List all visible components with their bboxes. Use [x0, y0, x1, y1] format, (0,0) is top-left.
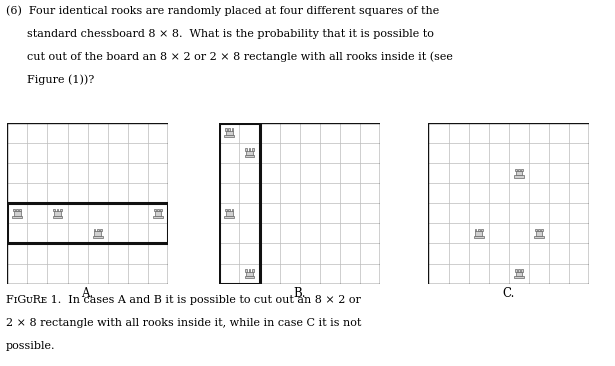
Bar — [20, 209, 22, 211]
Bar — [224, 216, 234, 218]
Bar — [245, 269, 247, 272]
Bar — [228, 209, 230, 211]
Bar — [474, 236, 483, 238]
Bar — [246, 151, 253, 155]
Text: B.: B. — [293, 287, 306, 300]
Bar — [475, 229, 477, 231]
Bar — [16, 209, 18, 211]
Bar — [248, 148, 250, 151]
Bar — [522, 168, 523, 171]
Bar — [534, 236, 544, 238]
Bar — [514, 175, 524, 178]
Text: A.: A. — [82, 287, 93, 300]
Bar — [538, 229, 540, 231]
Bar — [154, 209, 156, 211]
Bar — [535, 229, 537, 231]
Bar — [481, 229, 483, 231]
Bar — [225, 128, 227, 131]
Bar — [515, 269, 517, 272]
Bar — [13, 209, 15, 211]
Bar — [57, 209, 58, 211]
Bar — [515, 171, 522, 175]
Bar — [54, 209, 55, 211]
Text: cut out of the board an 8 × 2 or 2 × 8 rectangle with all rooks inside it (see: cut out of the board an 8 × 2 or 2 × 8 r… — [6, 52, 453, 62]
Bar — [228, 128, 230, 131]
Bar — [161, 209, 162, 211]
Bar — [252, 269, 253, 272]
Bar — [60, 209, 62, 211]
Bar — [245, 148, 247, 151]
Bar — [12, 216, 22, 218]
Bar — [226, 211, 232, 216]
Bar — [518, 168, 520, 171]
Text: standard chessboard 8 × 8.  What is the probability that it is possible to: standard chessboard 8 × 8. What is the p… — [6, 29, 434, 38]
Bar — [14, 211, 20, 216]
Bar — [475, 231, 482, 236]
Bar — [536, 231, 542, 236]
Bar — [248, 269, 250, 272]
Bar — [225, 209, 227, 211]
Bar — [93, 229, 95, 231]
Bar — [515, 272, 522, 276]
Bar — [226, 131, 232, 135]
Bar — [245, 155, 255, 157]
Text: FɪGᴜRᴇ 1.  In cases A and B it is possible to cut out an 8 × 2 or: FɪGᴜRᴇ 1. In cases A and B it is possibl… — [6, 295, 361, 305]
Bar — [232, 128, 234, 131]
Bar — [94, 231, 101, 236]
Bar — [7, 203, 168, 243]
Bar — [224, 135, 234, 137]
Bar — [514, 276, 524, 278]
Bar — [100, 229, 102, 231]
Bar — [541, 229, 543, 231]
Bar — [245, 276, 255, 278]
Bar — [93, 236, 103, 238]
Text: (6)  Four identical rooks are randomly placed at four different squares of the: (6) Four identical rooks are randomly pl… — [6, 5, 439, 16]
Text: C.: C. — [502, 287, 515, 300]
Bar — [155, 211, 161, 216]
Bar — [518, 269, 520, 272]
Bar — [522, 269, 523, 272]
Bar — [220, 123, 260, 284]
Text: 2 × 8 rectangle with all rooks inside it, while in case C it is not: 2 × 8 rectangle with all rooks inside it… — [6, 318, 362, 328]
Bar — [515, 168, 517, 171]
Bar — [157, 209, 159, 211]
Bar — [52, 216, 62, 218]
Bar — [232, 209, 234, 211]
Text: possible.: possible. — [6, 341, 55, 351]
Text: Figure (1))?: Figure (1))? — [6, 75, 94, 85]
Bar — [478, 229, 480, 231]
Bar — [97, 229, 98, 231]
Bar — [246, 272, 253, 276]
Bar — [54, 211, 61, 216]
Bar — [252, 148, 253, 151]
Bar — [153, 216, 163, 218]
